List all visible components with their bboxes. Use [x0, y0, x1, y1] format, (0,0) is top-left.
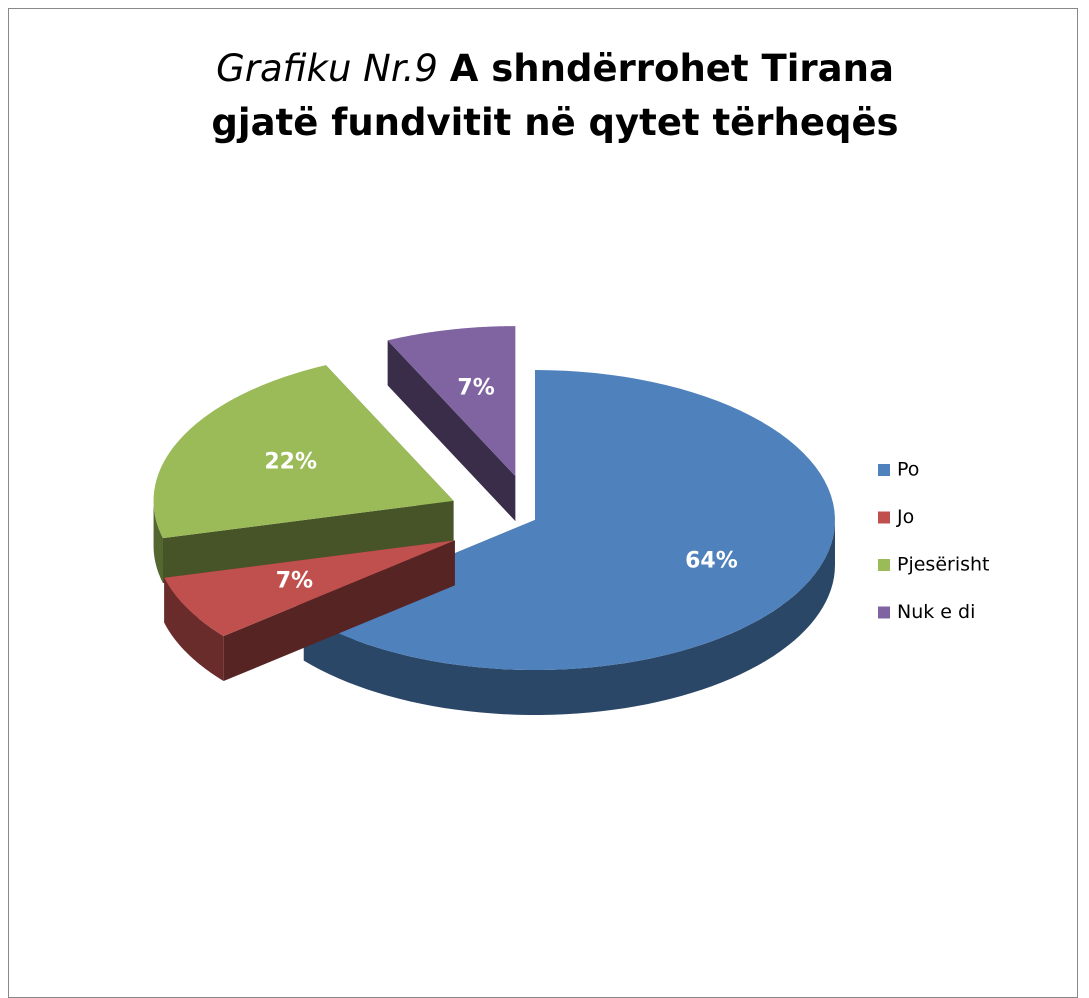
legend-swatch — [878, 559, 890, 571]
legend-label: Nuk e di — [897, 601, 975, 623]
data-label: 7% — [457, 375, 494, 400]
slice-top — [387, 326, 516, 477]
slice-top — [164, 540, 455, 637]
title-prefix: Grafiku Nr.9 — [216, 47, 438, 90]
legend-swatch — [878, 464, 890, 476]
legend-label: Pjesërisht — [897, 554, 990, 576]
data-label: 64% — [685, 549, 738, 574]
chart-title: Grafiku Nr.9 A shndërrohet Tirana gjatë … — [170, 42, 940, 150]
legend-label: Jo — [896, 506, 914, 528]
data-label: 22% — [264, 450, 317, 475]
title-main: A shndërrohet Tirana gjatë fundvitit në … — [211, 47, 899, 144]
slice-wall — [387, 340, 516, 522]
pie-slice — [153, 365, 454, 584]
slice-top — [303, 370, 835, 670]
pie-slice — [387, 326, 516, 522]
slice-top — [153, 365, 454, 539]
legend-swatch — [878, 606, 890, 619]
legend-swatch — [878, 511, 890, 524]
slice-side — [164, 577, 224, 682]
slice-side — [153, 500, 163, 584]
pie-slice — [164, 540, 455, 682]
slice-wall — [162, 500, 454, 584]
data-label: 7% — [276, 568, 313, 593]
slice-side — [303, 520, 835, 715]
legend-label: Po — [897, 459, 919, 481]
